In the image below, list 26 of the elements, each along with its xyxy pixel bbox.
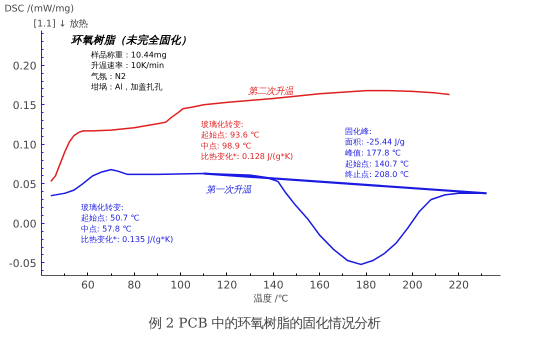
x-tick-label: 200: [402, 278, 423, 292]
x-tick-label: 80: [127, 278, 142, 292]
x-tick-label: 100: [170, 278, 191, 292]
x-tick-label: 220: [448, 278, 470, 292]
series-label: 第二次升温: [248, 86, 294, 97]
y-tick-label: 0.00: [12, 217, 37, 230]
x-tick-label: 180: [356, 278, 376, 292]
x-tick-label: 140: [263, 278, 284, 292]
x-tick-label: 160: [310, 278, 330, 292]
x-axis-title: 温度 /℃: [254, 294, 288, 304]
y-axis-title: DSC /(mW/mg): [4, 4, 74, 14]
annotation: 玻璃化转变: 起始点: 93.6 ℃ 中点: 98.9 ℃ 比热变化*: 0.128 J/(g*K): [200, 120, 294, 162]
y-tick-label: 0.10: [12, 138, 37, 152]
y-tick-label: -0.05: [8, 256, 37, 270]
annotation: 样品称重：10.44mg 升温速率：10K/min 气氛：N2 坩埚：Al，加盖扎孔: [90, 50, 167, 92]
text: [1.1] ↓ 放热: [34, 18, 88, 30]
series-label: 第一次升温: [206, 184, 252, 196]
annotation: 固化峰: 面积: -25.44 J/g 峰值: 177.8 ℃ 起始点: 140.7 ℃ 终止点: 208.0 ℃: [345, 126, 409, 180]
annotation: 环氧树脂（未完全固化）: [70, 34, 192, 47]
x-tick-label: 120: [216, 278, 238, 292]
annotation: 玻璃化转变: 起始点: 50.7 ℃ 中点: 57.8 ℃ 比热变化*: 0.135 J/(g*K): [80, 202, 174, 244]
y-tick-label: 0.20: [12, 59, 37, 72]
text: 例 2 PCB 中的环氧树脂的固化情况分析: [148, 316, 381, 332]
x-tick-label: 60: [81, 278, 95, 292]
y-tick-label: 0.15: [12, 98, 37, 112]
y-tick-label: 0.05: [12, 178, 37, 191]
